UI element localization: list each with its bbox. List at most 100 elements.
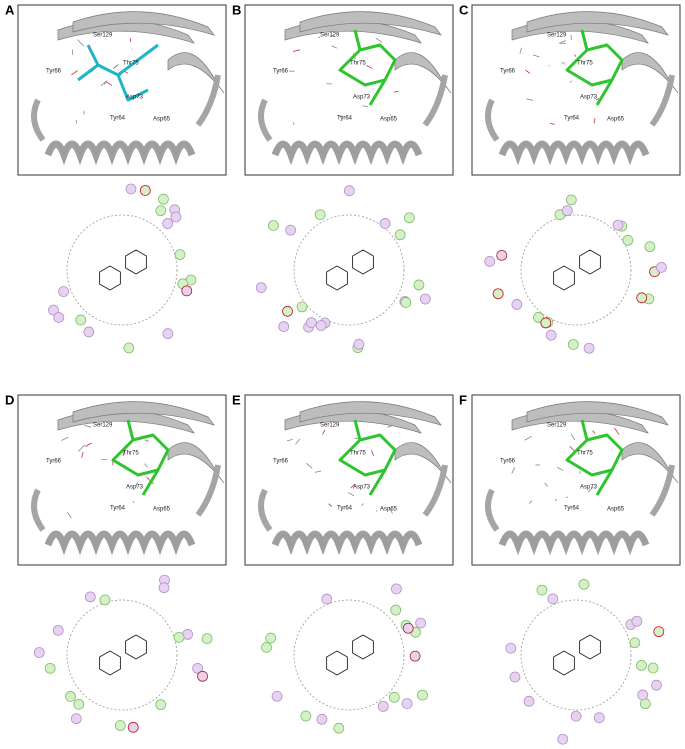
residue-label: Asp73: [580, 95, 598, 101]
residue-stick: [548, 64, 550, 67]
residue-stick: [132, 501, 135, 504]
ligand: [338, 419, 397, 496]
residue-stick: [106, 81, 113, 86]
residue-stick: [66, 511, 72, 519]
binding-pocket: [66, 599, 178, 711]
residue-label: Tyr66: [500, 69, 516, 75]
residue-node: [409, 650, 421, 662]
residue-label: Thr75: [123, 61, 139, 67]
residue-node: [267, 220, 279, 231]
residue-stick: [339, 115, 343, 117]
residue-stick: [100, 80, 108, 87]
residue-node: [583, 342, 595, 354]
ligand: [77, 43, 159, 102]
ligand: [565, 29, 624, 106]
helix: [31, 74, 221, 142]
residue-node: [390, 604, 402, 616]
ligand-ring: [579, 249, 601, 275]
binding-pocket: [66, 214, 178, 326]
residue-node: [305, 317, 317, 329]
residue-node: [75, 314, 87, 326]
residue-node: [162, 328, 174, 340]
residue-label: Tyr64: [337, 506, 353, 512]
residue-stick: [350, 483, 356, 489]
residue-stick: [305, 462, 313, 469]
residue-label: Ser129: [93, 423, 113, 429]
helix: [258, 74, 448, 142]
helix: [498, 530, 650, 556]
residue-node: [44, 662, 56, 674]
residue-node: [629, 637, 641, 649]
residue-node: [125, 183, 137, 195]
residue-node: [65, 691, 76, 702]
residue-node: [162, 218, 174, 229]
residue-node: [402, 622, 414, 634]
residue-stick: [375, 37, 383, 43]
residue-stick: [77, 444, 86, 452]
residue-label: Asp65: [380, 117, 398, 123]
residue-node: [123, 342, 135, 354]
residue-node: [567, 339, 579, 350]
residue-label: Thr75: [577, 61, 593, 67]
residue-stick: [519, 47, 522, 54]
residue-stick: [144, 439, 150, 442]
residue-stick: [318, 36, 321, 38]
binding-pocket: [520, 214, 632, 326]
residue-stick: [550, 122, 555, 125]
residue-node: [636, 292, 648, 304]
panel: Ser129 Tyr66 Thr75 Asp73 Tyr64 Asp65: [244, 4, 454, 176]
residue-node: [578, 578, 590, 590]
residue-label: Ser129: [320, 423, 340, 429]
residue-label: Tyr64: [564, 116, 580, 122]
residue-node: [353, 338, 365, 350]
residue-node: [622, 234, 634, 246]
panel-label: A: [5, 2, 15, 17]
ligand-ring: [352, 249, 374, 275]
ligand-ring: [326, 265, 348, 291]
residue-stick: [84, 424, 92, 428]
residue-node: [285, 224, 297, 236]
residue-label: Asp73: [126, 485, 144, 491]
binding-pocket: [520, 599, 632, 711]
residue-stick: [570, 34, 572, 40]
residue-node: [52, 624, 64, 636]
residue-node: [278, 321, 290, 332]
ligand-ring: [579, 634, 601, 660]
residue-stick: [388, 507, 393, 514]
beta-sheet: [621, 442, 679, 484]
residue-stick: [77, 39, 84, 47]
ligand-ring: [553, 650, 575, 676]
residue-node: [282, 305, 293, 317]
residue-label: Thr75: [350, 61, 366, 67]
residue-node: [315, 320, 327, 331]
residue-stick: [593, 118, 596, 124]
ligand: [111, 419, 170, 496]
residue-label: Tyr64: [337, 116, 353, 122]
residue-label: Asp73: [353, 95, 371, 101]
residue-stick: [524, 435, 532, 441]
beta-sheet: [299, 11, 442, 36]
residue-node: [509, 671, 521, 683]
residue-node: [99, 594, 111, 606]
residue-stick: [570, 433, 576, 441]
residue-label: Asp65: [607, 117, 625, 123]
residue-node: [321, 593, 333, 605]
residue-node: [255, 282, 267, 293]
ligand-ring: [125, 249, 147, 275]
residue-node: [484, 256, 496, 267]
residue-label: Asp73: [126, 95, 144, 101]
residue-node: [391, 583, 402, 595]
residue-node: [197, 670, 208, 682]
ligand-ring: [326, 650, 348, 676]
residue-stick: [554, 498, 557, 502]
binding-pocket: [293, 214, 405, 326]
beta-sheet: [72, 401, 215, 426]
residue-label: Tyr66: [46, 69, 62, 75]
residue-node: [394, 229, 406, 241]
residue-stick: [144, 463, 148, 468]
residue-stick: [614, 427, 620, 435]
residue-node: [656, 261, 667, 273]
residue-node: [593, 712, 605, 724]
residue-node: [300, 710, 312, 722]
residue-stick: [348, 492, 355, 497]
